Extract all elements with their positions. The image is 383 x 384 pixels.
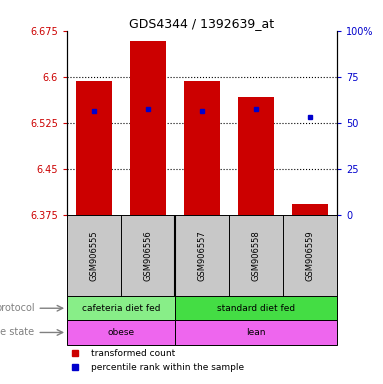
Text: percentile rank within the sample: percentile rank within the sample bbox=[91, 363, 244, 372]
Text: transformed count: transformed count bbox=[91, 349, 175, 358]
Text: GSM906557: GSM906557 bbox=[198, 230, 206, 281]
Bar bbox=[67, 320, 175, 344]
Bar bbox=[67, 296, 175, 320]
Text: GSM906558: GSM906558 bbox=[252, 230, 260, 281]
Text: GSM906555: GSM906555 bbox=[90, 230, 98, 281]
Bar bbox=[77, 81, 111, 215]
Text: lean: lean bbox=[246, 328, 266, 337]
Text: disease state: disease state bbox=[0, 328, 34, 338]
Bar bbox=[239, 96, 273, 215]
Bar bbox=[293, 204, 327, 215]
Title: GDS4344 / 1392639_at: GDS4344 / 1392639_at bbox=[129, 17, 275, 30]
Text: cafeteria diet fed: cafeteria diet fed bbox=[82, 304, 160, 313]
Text: standard diet fed: standard diet fed bbox=[217, 304, 295, 313]
Bar bbox=[175, 320, 337, 344]
Text: GSM906559: GSM906559 bbox=[306, 230, 314, 281]
Bar bbox=[185, 81, 219, 215]
Text: GSM906556: GSM906556 bbox=[144, 230, 152, 281]
Bar bbox=[131, 41, 165, 215]
Bar bbox=[175, 296, 337, 320]
Text: obese: obese bbox=[108, 328, 134, 337]
Text: protocol: protocol bbox=[0, 303, 34, 313]
